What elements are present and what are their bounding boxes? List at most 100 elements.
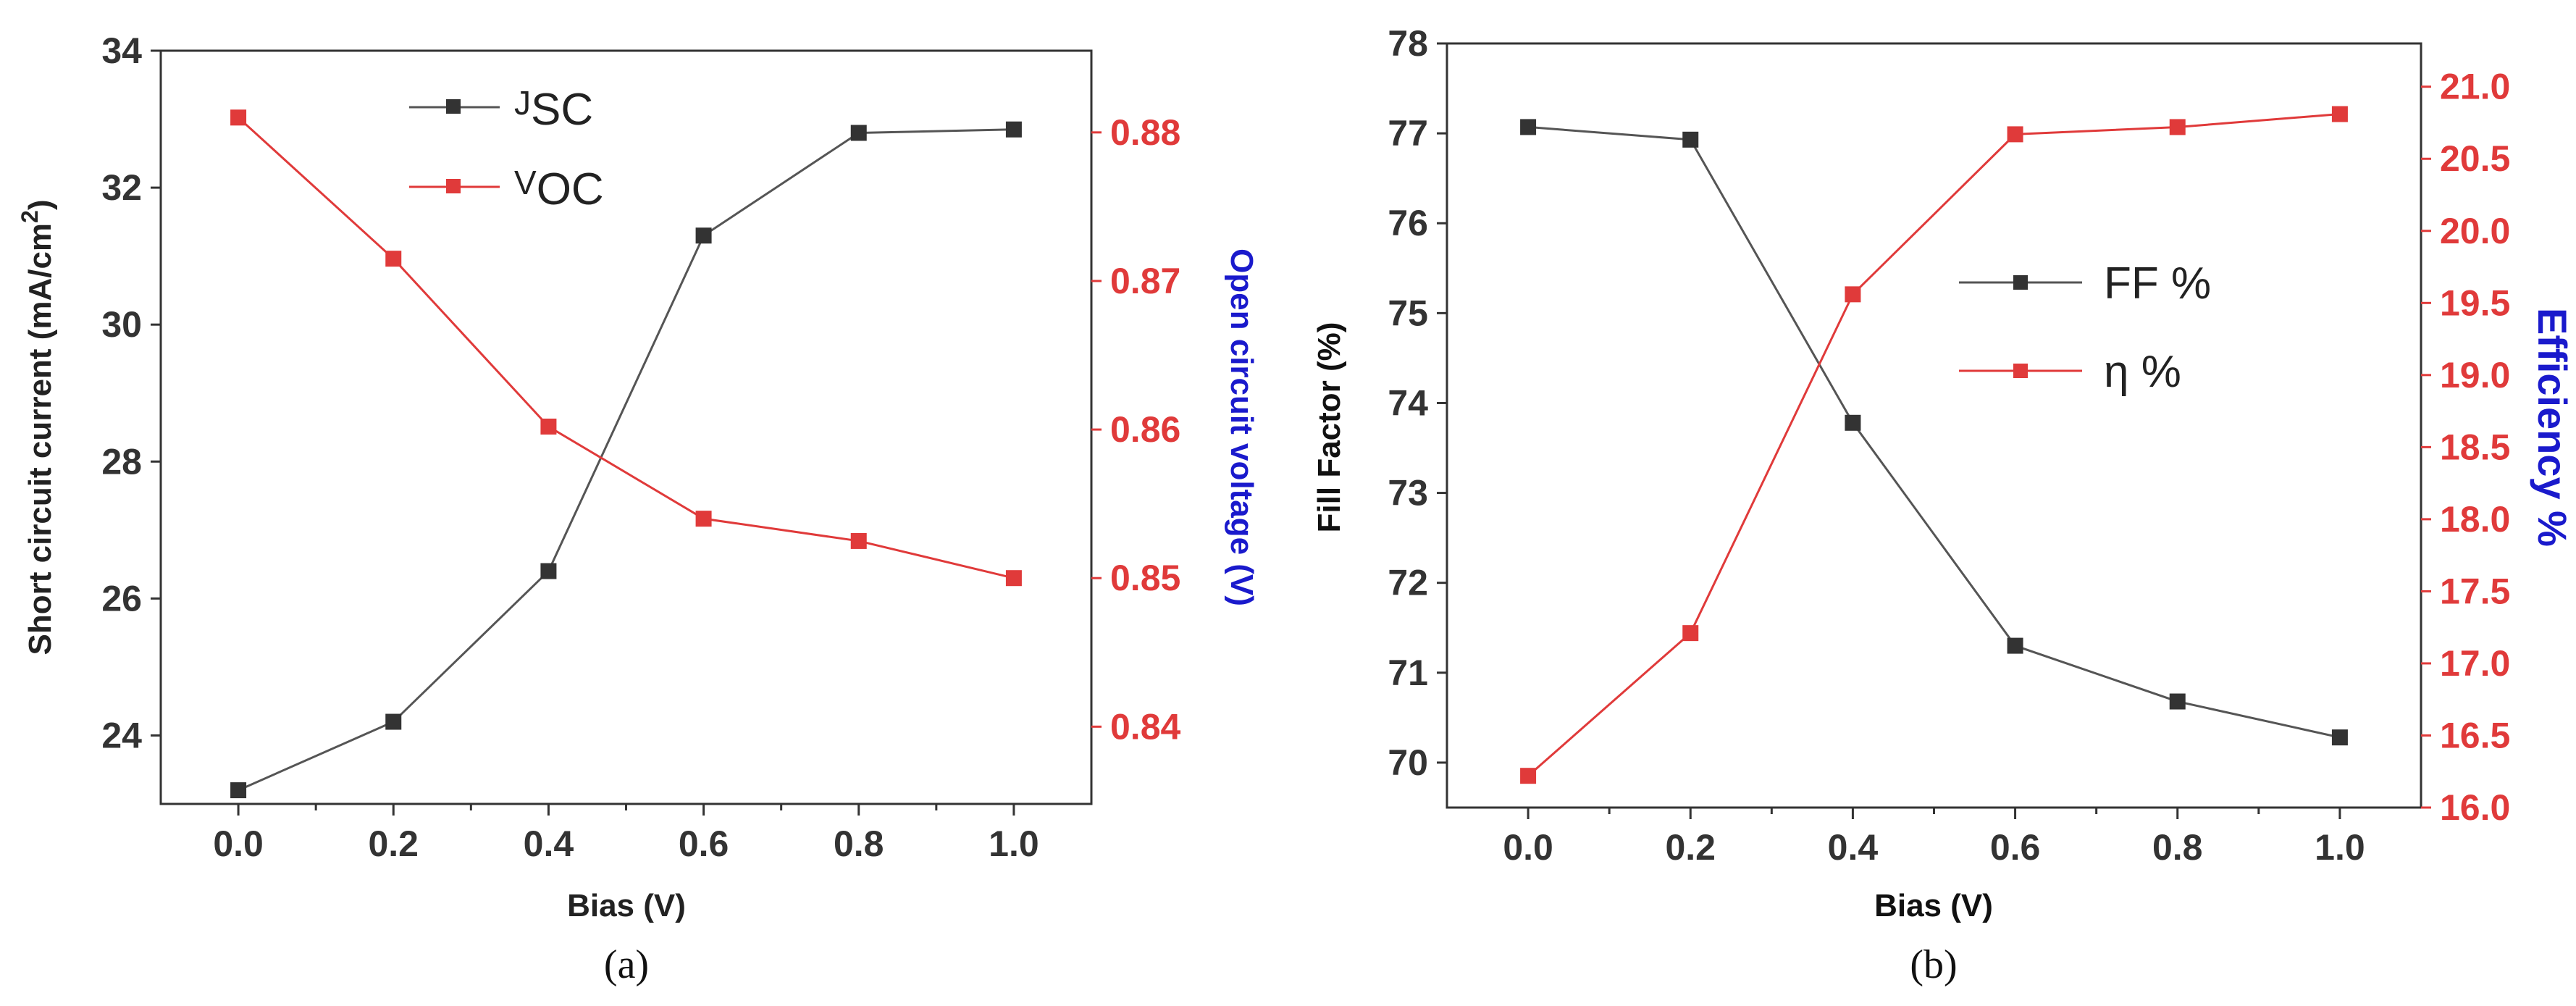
x-tick-label: 0.2 (368, 823, 419, 864)
right-y-tick-label: 18.0 (2440, 499, 2510, 540)
data-point (540, 563, 557, 579)
data-point (2169, 119, 2186, 135)
data-point (385, 713, 402, 730)
left-y-tick-label: 34 (101, 30, 142, 71)
legend-a: JSC VOC (409, 84, 604, 214)
right-y-tick-label: 21.0 (2440, 67, 2510, 107)
data-point (695, 511, 712, 527)
data-point (2169, 693, 2186, 710)
left-y-tick-label: 28 (101, 441, 142, 482)
data-point (1682, 625, 1699, 642)
right-y-tick-label: 0.85 (1110, 558, 1180, 598)
panel-caption-b: (b) (1910, 942, 1957, 987)
x-tick-label: 0.0 (1503, 827, 1553, 868)
panel-caption-a: (a) (604, 942, 649, 987)
left-y-ticks-a: 24 26 28 30 32 34 (101, 30, 161, 755)
x-axis-label-a: Bias (V) (567, 888, 686, 923)
data-point (1520, 119, 1537, 135)
series-line-0-0 (238, 128, 1014, 792)
data-point (1005, 121, 1022, 138)
legend-marker-jsc (446, 99, 461, 114)
x-tick-label: 1.0 (2315, 827, 2365, 868)
left-y-tick-label: 24 (101, 715, 142, 755)
left-y-tick-label: 75 (1388, 293, 1428, 333)
x-tick-label: 0.4 (1828, 827, 1879, 868)
left-y-tick-label: 78 (1388, 23, 1428, 64)
right-y-tick-label: 20.5 (2440, 138, 2510, 179)
x-tick-label: 0.0 (213, 823, 264, 864)
data-point (695, 227, 712, 244)
data-point (1845, 286, 1861, 303)
right-y-tick-label: 0.84 (1110, 706, 1181, 747)
right-y-axis-label-b: Efficiency % (2530, 308, 2575, 547)
right-y-tick-label: 0.88 (1110, 112, 1180, 153)
left-y-tick-label: 30 (101, 304, 142, 345)
series-line-1-1 (1527, 113, 2341, 777)
data-point (2331, 729, 2348, 746)
x-tick-label: 0.6 (1990, 827, 2041, 868)
right-y-tick-label: 20.0 (2440, 211, 2510, 251)
x-tick-label: 0.4 (524, 823, 574, 864)
chart-panel-a: 0.0 0.2 0.4 0.6 0.8 1.0 24 26 28 30 32 34 0.84 0.85… (17, 30, 1259, 987)
right-y-tick-label: 19.0 (2440, 355, 2510, 395)
right-y-tick-label: 16.5 (2440, 715, 2510, 755)
plot-frame-b (1446, 42, 2422, 809)
left-y-ticks-b: 70 71 72 73 74 75 76 77 78 (1388, 23, 1447, 783)
left-y-tick-label: 77 (1388, 113, 1428, 154)
data-point (230, 782, 247, 799)
left-y-axis-label-a: Short circuit current (mA/cm2) (17, 199, 58, 655)
right-y-tick-label: 0.86 (1110, 409, 1180, 450)
right-y-tick-label: 19.5 (2440, 282, 2510, 323)
left-y-tick-label: 70 (1388, 742, 1428, 783)
series-line-1-0 (1527, 125, 2341, 739)
data-point (1845, 414, 1861, 431)
x-tick-label: 0.8 (2152, 827, 2203, 868)
left-y-tick-label: 73 (1388, 473, 1428, 514)
x-axis-label-b: Bias (V) (1874, 888, 1993, 923)
legend-marker-eta (2013, 364, 2028, 378)
legend-marker-voc (446, 179, 461, 193)
x-ticks-b: 0.0 0.2 0.4 0.6 0.8 1.0 (1503, 808, 2365, 868)
right-y-tick-label: 0.87 (1110, 261, 1180, 301)
legend-label-eta: η % (2104, 347, 2181, 397)
x-tick-label: 0.2 (1665, 827, 1716, 868)
data-point (540, 418, 557, 435)
data-point (850, 532, 867, 549)
data-point (385, 251, 402, 267)
left-y-tick-label: 74 (1388, 382, 1428, 423)
left-y-tick-label: 26 (101, 578, 142, 619)
x-tick-label: 0.8 (834, 823, 884, 864)
data-point (2331, 106, 2348, 122)
data-point (230, 109, 247, 126)
plot-frame-a (159, 49, 1093, 805)
data-point (1520, 768, 1537, 784)
x-ticks-a: 0.0 0.2 0.4 0.6 0.8 1.0 (213, 804, 1039, 864)
series-b (1520, 106, 2348, 784)
data-point (1682, 131, 1699, 148)
data-point (1005, 570, 1022, 587)
right-y-axis-label-a: Open circuit voltage (V) (1224, 248, 1259, 606)
right-y-ticks-b: 16.0 16.5 17.0 17.5 18.0 18.5 19.0 19.5 20.0 20.5… (2421, 67, 2510, 828)
series-a (230, 109, 1022, 799)
right-y-tick-label: 18.5 (2440, 427, 2510, 467)
chart-panel-b: 0.0 0.2 0.4 0.6 0.8 1.0 70 71 72 73 74 75 76 77 78 16… (1312, 23, 2575, 987)
legend-label-jsc: JSC (514, 84, 593, 135)
left-y-tick-label: 32 (101, 167, 142, 208)
left-y-tick-label: 76 (1388, 203, 1428, 243)
data-point (2007, 637, 2023, 654)
right-y-ticks-a: 0.84 0.85 0.86 0.87 0.88 (1091, 112, 1181, 747)
x-tick-label: 1.0 (989, 823, 1039, 864)
left-y-tick-label: 71 (1388, 653, 1428, 693)
legend-b: FF % η % (1959, 259, 2211, 397)
series-line-0-1 (238, 117, 1015, 579)
left-y-axis-label-b: Fill Factor (%) (1312, 322, 1347, 533)
x-tick-label: 0.6 (679, 823, 729, 864)
data-point (850, 125, 867, 141)
legend-marker-ff (2013, 275, 2028, 290)
legend-label-voc: VOC (514, 164, 604, 214)
right-y-tick-label: 17.0 (2440, 643, 2510, 684)
data-point (2007, 126, 2023, 143)
right-y-tick-label: 17.5 (2440, 571, 2510, 611)
left-y-tick-label: 72 (1388, 563, 1428, 603)
